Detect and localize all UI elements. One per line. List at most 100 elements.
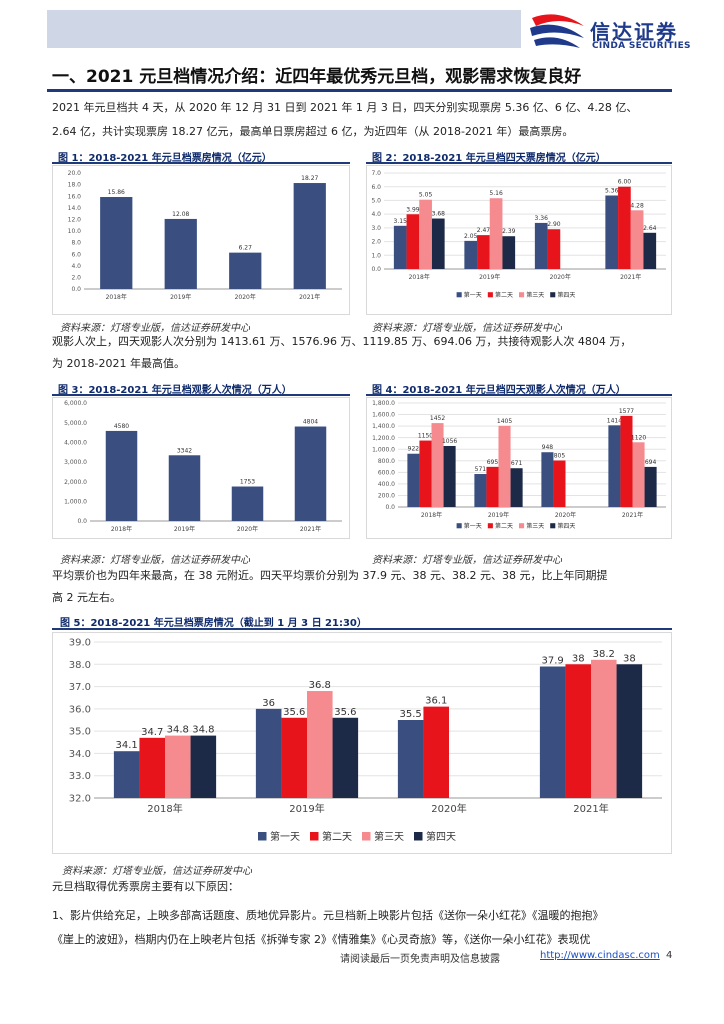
paragraph-1-line-1: 2021 年元旦档共 4 天，从 2020 年 12 月 31 日到 2021 … bbox=[52, 101, 638, 114]
y-tick-label: 2,000.0 bbox=[64, 479, 87, 486]
bar bbox=[100, 197, 133, 289]
y-tick-label: 35.0 bbox=[69, 727, 91, 738]
x-category-label: 2018年 bbox=[111, 525, 132, 533]
bar-value-label: 3342 bbox=[177, 447, 192, 454]
bar-4 bbox=[431, 218, 445, 269]
footer-website-link[interactable]: http://www.cindasc.com bbox=[540, 950, 660, 961]
bar-value-label: 1120 bbox=[631, 434, 646, 441]
x-category-label: 2021年 bbox=[573, 802, 608, 815]
y-tick-label: 1,400.0 bbox=[372, 423, 395, 430]
legend-swatch bbox=[487, 523, 493, 529]
bar-value-label: 15.86 bbox=[108, 189, 125, 196]
legend-swatch bbox=[550, 523, 556, 529]
bar-value-label: 6.00 bbox=[618, 179, 632, 186]
y-tick-label: 6.0 bbox=[371, 184, 381, 191]
legend-swatch bbox=[487, 292, 493, 298]
section-title: 一、2021 元旦档情况介绍：近四年最优秀元旦档，观影需求恢复良好 bbox=[52, 67, 582, 87]
bar-4 bbox=[190, 735, 217, 798]
paragraph-3-line-2: 高 2 元左右。 bbox=[52, 591, 121, 604]
y-tick-label: 33.0 bbox=[69, 771, 91, 782]
x-category-label: 2020年 bbox=[235, 293, 256, 301]
bar-2 bbox=[618, 186, 631, 269]
bar-3 bbox=[591, 659, 617, 798]
y-tick-label: 5,000.0 bbox=[64, 420, 87, 427]
y-tick-label: 6,000.0 bbox=[64, 400, 87, 407]
y-tick-label: 1.0 bbox=[371, 252, 381, 259]
legend-swatch bbox=[519, 523, 525, 529]
legend-swatch bbox=[456, 523, 462, 529]
paragraph-5-line-2: 《崖上的波妞》，档期内仍在上映老片包括《拆弹专家 2》《情雅集》《心灵奇旅》等，… bbox=[52, 933, 591, 946]
bar-value-label: 36 bbox=[262, 698, 275, 709]
bar-1 bbox=[608, 425, 621, 507]
bar-3 bbox=[632, 442, 645, 507]
legend-label: 第一天 bbox=[464, 291, 482, 299]
bar-2 bbox=[419, 440, 432, 507]
bar bbox=[231, 486, 264, 521]
bar-value-label: 2.05 bbox=[464, 233, 478, 240]
figure-2-title: 图 2：2018-2021 年元旦档四天票房情况（亿元） bbox=[372, 153, 606, 164]
bar-value-label: 4804 bbox=[303, 419, 318, 426]
bar-value-label: 18.27 bbox=[301, 175, 318, 182]
bar-value-label: 5.16 bbox=[489, 190, 503, 197]
legend-label: 第一天 bbox=[464, 522, 482, 530]
bar-1 bbox=[474, 474, 487, 507]
bar-value-label: 36.1 bbox=[425, 696, 447, 707]
y-tick-label: 1,200.0 bbox=[372, 435, 395, 442]
figure-4-source: 资料来源：灯塔专业版，信达证券研发中心 bbox=[372, 555, 562, 566]
bar-2 bbox=[139, 737, 165, 798]
figure-5-chart: 32.0 33.0 34.0 35.0 36.0 37.0 38.0 39.0 2018年 201… bbox=[52, 632, 672, 854]
paragraph-3-line-1: 平均票价也为四年来最高，在 38 元附近。四天平均票价分别为 37.9 元、38… bbox=[52, 569, 608, 582]
company-logo: 信达证券 CINDA SECURITIES bbox=[528, 12, 718, 52]
bar-value-label: 805 bbox=[554, 452, 566, 459]
bar-value-label: 2.64 bbox=[643, 225, 657, 232]
x-category-label: 2019年 bbox=[488, 511, 509, 519]
bar-3 bbox=[630, 210, 644, 269]
y-tick-label: 1,000.0 bbox=[372, 446, 395, 453]
x-category-label: 2021年 bbox=[622, 511, 643, 519]
x-category-label: 2019年 bbox=[174, 525, 195, 533]
y-tick-label: 18.0 bbox=[68, 182, 82, 189]
bar-2 bbox=[553, 460, 566, 507]
bar-value-label: 37.9 bbox=[542, 656, 564, 667]
bar-value-label: 922 bbox=[408, 446, 420, 453]
legend-label: 第四天 bbox=[557, 291, 575, 299]
x-category-label: 2019年 bbox=[289, 802, 324, 815]
x-category-label: 2019年 bbox=[170, 293, 191, 301]
y-tick-label: 7.0 bbox=[371, 170, 381, 177]
bar-value-label: 2.47 bbox=[477, 227, 491, 234]
y-tick-label: 800.0 bbox=[378, 458, 395, 465]
bar-value-label: 3.36 bbox=[535, 215, 549, 222]
y-tick-label: 6.0 bbox=[71, 251, 81, 258]
x-category-label: 2021年 bbox=[620, 273, 641, 281]
bar-value-label: 948 bbox=[542, 444, 554, 451]
bar-value-label: 694 bbox=[645, 459, 657, 466]
y-tick-label: 2.0 bbox=[71, 275, 81, 282]
y-tick-label: 39.0 bbox=[69, 638, 91, 649]
bar-value-label: 35.6 bbox=[334, 707, 356, 718]
bar bbox=[164, 218, 197, 289]
x-category-label: 2020年 bbox=[237, 525, 258, 533]
paragraph-2-line-2: 为 2018-2021 年最高值。 bbox=[52, 357, 185, 370]
y-tick-label: 14.0 bbox=[68, 205, 82, 212]
bar-3 bbox=[165, 735, 191, 798]
bar-4 bbox=[616, 664, 643, 798]
figure-5-title: 图 5：2018-2021 年元旦档票房情况（截止到 1 月 3 日 21:30… bbox=[60, 618, 367, 629]
paragraph-1-line-2: 2.64 亿，共计实现票房 18.27 亿元，最高单日票房超过 6 亿，为近四年… bbox=[52, 125, 574, 138]
bar-value-label: 38.2 bbox=[593, 649, 615, 660]
figure-2-title-line bbox=[366, 162, 672, 164]
legend-label: 第四天 bbox=[557, 522, 575, 530]
figure-2-source: 资料来源：灯塔专业版，信达证券研发中心 bbox=[372, 323, 562, 334]
y-tick-label: 36.0 bbox=[69, 704, 91, 715]
logo-english-name: CINDA SECURITIES bbox=[592, 41, 691, 51]
legend-swatch bbox=[310, 832, 319, 841]
bar-value-label: 1056 bbox=[442, 438, 457, 445]
bar-2 bbox=[406, 214, 420, 269]
bar-value-label: 38 bbox=[623, 653, 636, 664]
bar-value-label: 34.1 bbox=[116, 740, 138, 751]
y-tick-label: 12.0 bbox=[68, 217, 82, 224]
x-category-label: 2019年 bbox=[479, 273, 500, 281]
legend-label: 第二天 bbox=[495, 291, 513, 299]
bar-1 bbox=[605, 195, 619, 269]
bar bbox=[293, 183, 326, 289]
bar-2 bbox=[281, 717, 307, 798]
